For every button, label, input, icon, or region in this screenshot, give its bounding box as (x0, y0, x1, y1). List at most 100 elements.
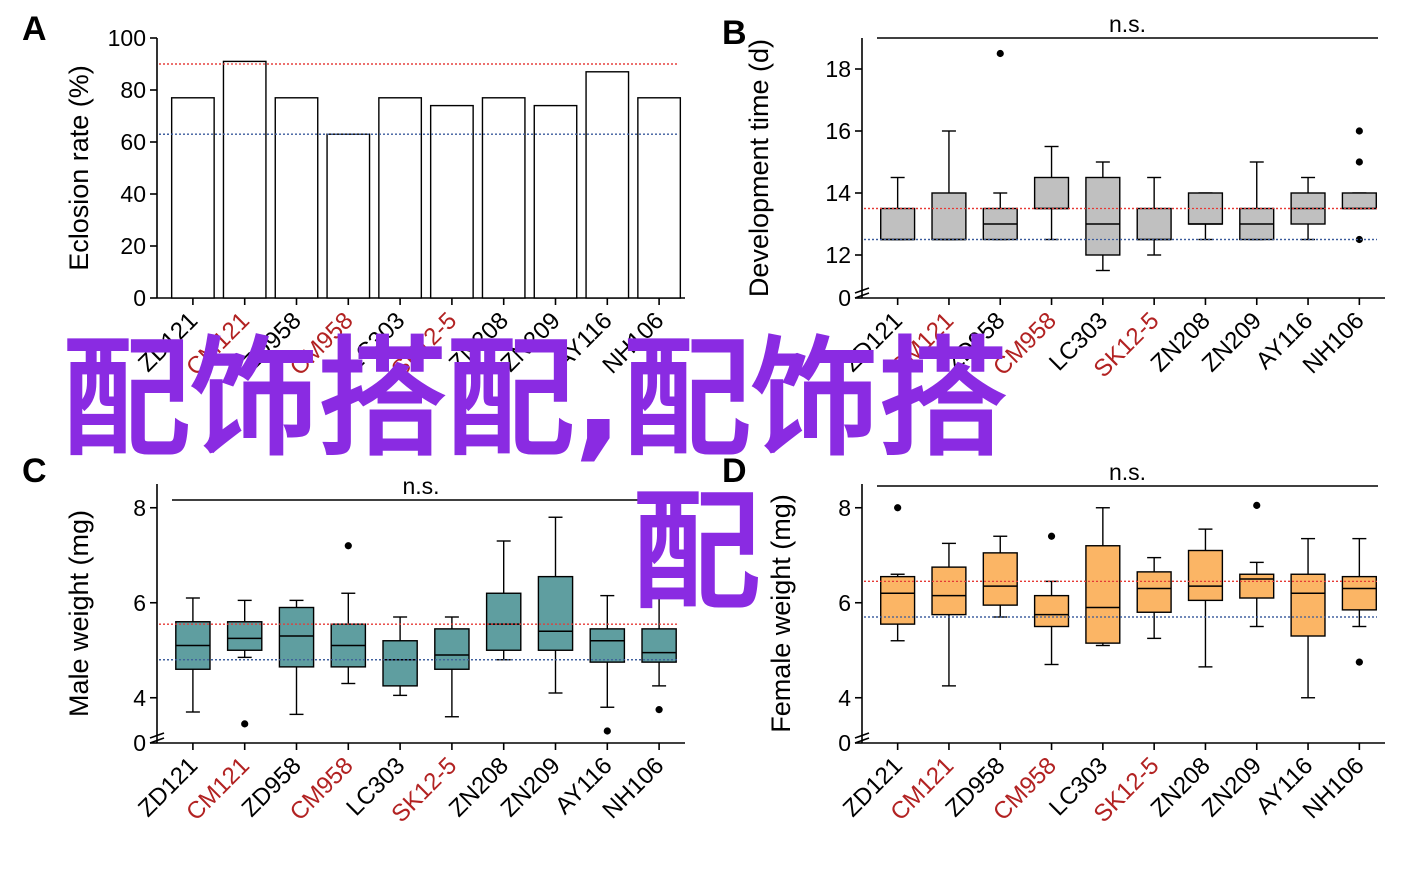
outlier-point (344, 542, 352, 550)
box-plot (982, 535, 1018, 618)
box-plot (434, 616, 470, 718)
bar (429, 104, 474, 299)
watermark-line-2: 配 (632, 478, 760, 627)
box (1136, 207, 1172, 241)
axis-break-mark (854, 287, 870, 294)
significance-label: n.s. (402, 473, 439, 499)
box (1187, 549, 1224, 602)
axis-break-mark (854, 737, 870, 744)
y-tick-label: 60 (120, 129, 146, 155)
x-tick-label: ZN209 (1197, 307, 1267, 377)
box-plot (1187, 528, 1224, 668)
box-plot (175, 597, 211, 713)
box-plot (1341, 537, 1377, 666)
outlier-point (894, 504, 902, 512)
panel-letter: A (22, 10, 47, 48)
bar (585, 71, 630, 299)
box (589, 628, 626, 663)
outlier-point (603, 727, 611, 735)
box (434, 628, 470, 670)
watermark-line-1: 配饰搭配,配饰搭 (62, 325, 1007, 474)
box (537, 575, 574, 651)
box (485, 592, 522, 651)
box-plot (1085, 507, 1121, 647)
outlier-point (241, 720, 249, 728)
box (982, 552, 1018, 606)
y-tick-label: 14 (825, 180, 851, 206)
box (880, 575, 916, 625)
box (1085, 176, 1121, 256)
y-tick-label: 40 (120, 181, 146, 207)
box (1341, 192, 1377, 210)
y-tick-label: 6 (838, 590, 851, 616)
box (1239, 573, 1275, 599)
x-tick-label: ZN209 (496, 752, 566, 822)
box (226, 621, 263, 651)
y-tick-label: 20 (120, 233, 146, 259)
y-tick-label: 0 (133, 730, 146, 756)
y-axis-label: Eclosion rate (%) (64, 65, 94, 271)
bar (326, 133, 371, 299)
outlier-point (1355, 235, 1363, 244)
y-tick-label: 4 (838, 685, 851, 711)
box-plot (1239, 161, 1275, 241)
y-axis-label: Male weight (mg) (64, 510, 94, 717)
bar (222, 60, 267, 299)
x-tick-label: ZN209 (1197, 752, 1267, 822)
box (278, 606, 315, 668)
y-tick-label: 0 (838, 285, 851, 311)
panel-letter: B (722, 14, 747, 52)
box-plot (382, 616, 418, 697)
y-tick-label: 80 (120, 77, 146, 103)
significance-label: n.s. (1109, 459, 1146, 485)
box-plot (1033, 532, 1070, 666)
box-plot (278, 599, 315, 716)
box-plot (330, 542, 367, 685)
bar (378, 97, 423, 299)
y-tick-label: 16 (825, 118, 851, 144)
y-tick-label: 100 (108, 25, 146, 51)
box-plot (1187, 192, 1224, 241)
bar (274, 97, 319, 299)
box (1033, 594, 1070, 628)
box-plot (1033, 145, 1070, 241)
y-tick-label: 0 (133, 285, 146, 311)
bar (170, 97, 215, 299)
box-plot (880, 504, 916, 642)
bar (533, 104, 578, 299)
bar (481, 97, 526, 299)
y-tick-label: 0 (838, 730, 851, 756)
box-plot (931, 542, 967, 687)
outlier-point (996, 49, 1004, 58)
y-axis-label: Development time (d) (744, 39, 774, 297)
y-tick-label: 4 (133, 685, 146, 711)
y-axis-label: Female weight (mg) (766, 494, 796, 733)
box (382, 640, 418, 687)
outlier-point (655, 706, 663, 714)
box (1341, 575, 1377, 611)
box-plot (1085, 161, 1121, 272)
box-plot (1136, 556, 1172, 640)
box (931, 566, 967, 616)
outlier-point (1355, 158, 1363, 166)
box-plot (485, 540, 522, 661)
outlier-point (1253, 501, 1261, 509)
bar (637, 97, 682, 299)
axis-break-mark (854, 732, 870, 739)
outlier-point (1047, 532, 1056, 540)
axis-break-mark (149, 737, 165, 744)
box-plot (1341, 127, 1377, 244)
y-tick-label: 6 (133, 590, 146, 616)
box (931, 192, 967, 241)
box-plot (931, 130, 967, 241)
y-tick-label: 8 (838, 495, 851, 521)
box-plot (982, 49, 1018, 241)
box-plot (641, 592, 677, 714)
y-tick-label: 18 (825, 56, 851, 82)
significance-label: n.s. (1109, 11, 1146, 37)
outlier-point (1355, 127, 1363, 135)
outlier-point (1355, 658, 1363, 666)
box-plot (1290, 537, 1326, 699)
